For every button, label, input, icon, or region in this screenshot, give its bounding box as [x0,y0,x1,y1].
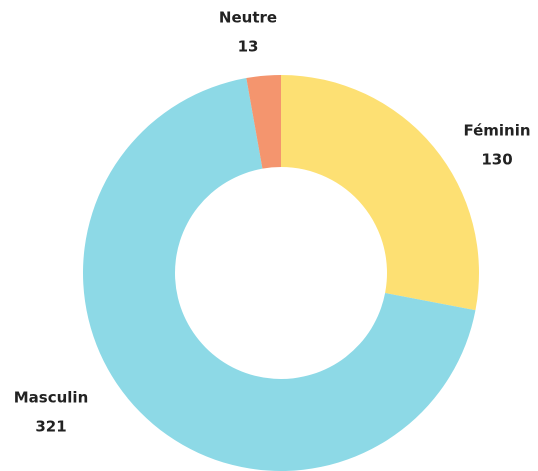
slice-value: 13 [238,38,259,56]
donut-slice [281,75,479,311]
slice-label: Masculin [14,389,89,407]
donut-slice [246,75,281,169]
donut-slice [83,78,476,471]
slice-value: 321 [35,418,66,436]
slice-label: Féminin [463,122,530,140]
slice-label: Neutre [219,9,277,27]
slice-value: 130 [481,151,512,169]
